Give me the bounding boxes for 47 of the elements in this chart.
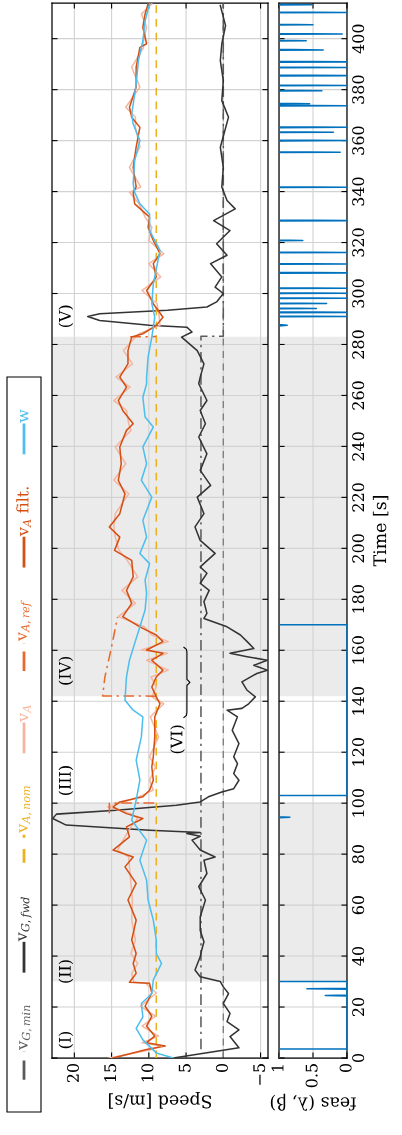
x-tick-label: 0.5 xyxy=(305,1064,318,1088)
line-series xyxy=(279,3,347,1058)
y-tick-label: 400 xyxy=(352,24,365,54)
text: v$_{A}$ filt. xyxy=(16,487,31,537)
y-tick-label: 340 xyxy=(352,177,365,206)
x-tick-label: 10 xyxy=(141,1063,154,1082)
y-tick-label: 140 xyxy=(352,687,365,715)
y-tick-label: 120 xyxy=(352,738,365,766)
text: v$_{A}$ xyxy=(20,705,31,722)
y-tick-label: 80 xyxy=(352,845,365,864)
y-tick-label: 20 xyxy=(352,997,365,1017)
text: v$_{A,ref}$ xyxy=(18,600,32,642)
y-tick-label: 40 xyxy=(352,946,365,966)
annotation: (III) xyxy=(58,766,74,795)
y-tick-label: 320 xyxy=(352,228,365,257)
x-axis-title: Speed [m/s] xyxy=(109,1091,212,1109)
x-tick-label: 1 xyxy=(271,1065,284,1072)
annotation: (I) xyxy=(58,1031,74,1049)
y-tick-label: 180 xyxy=(352,585,365,613)
x-tick-label: 20 xyxy=(66,1063,79,1083)
y-tick-label: 160 xyxy=(352,636,365,664)
text: w xyxy=(20,409,29,423)
y-tick-label: 300 xyxy=(352,279,365,308)
y-tick-label: 220 xyxy=(352,483,365,512)
x-tick-label: 0 xyxy=(215,1063,228,1072)
y-tick-label: 240 xyxy=(352,432,365,461)
text: v$_{G,fwd}$ xyxy=(18,897,32,942)
y-tick-label: 260 xyxy=(352,381,365,410)
annotation: (IV) xyxy=(58,656,74,685)
text: v$_{A,nom}$ xyxy=(19,786,32,833)
x-tick-label: −5 xyxy=(253,1064,266,1085)
annotation: (II) xyxy=(58,960,74,983)
x-axis-title: feas (λ, β) xyxy=(270,1093,356,1111)
y-tick-label: 60 xyxy=(352,896,365,915)
y-tick-label: 0 xyxy=(352,1053,365,1063)
y-tick-label: 380 xyxy=(352,75,365,104)
x-tick-label: 15 xyxy=(104,1064,117,1082)
y-axis-title: Time [s] xyxy=(372,496,389,567)
y-tick-label: 200 xyxy=(352,534,365,563)
text: v$_{G,min}$ xyxy=(19,1005,32,1050)
y-tick-label: 100 xyxy=(352,788,365,817)
annotation: (VI) xyxy=(170,725,185,754)
x-tick-label: 0 xyxy=(339,1063,352,1072)
annotation: (V) xyxy=(58,305,74,328)
x-tick-label: 5 xyxy=(178,1064,191,1072)
y-tick-label: 280 xyxy=(352,330,365,359)
y-tick-label: 360 xyxy=(352,126,365,155)
